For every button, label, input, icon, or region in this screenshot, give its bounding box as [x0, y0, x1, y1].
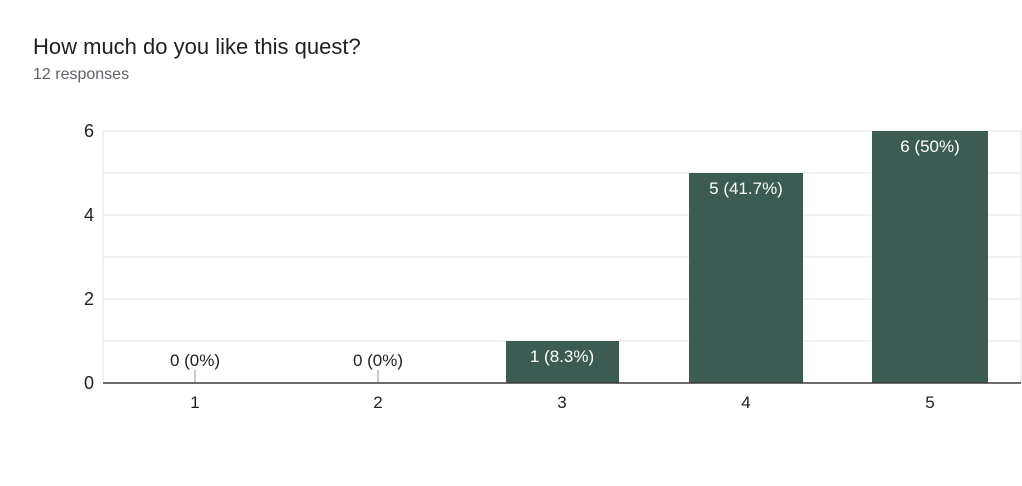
svg-text:1: 1 — [190, 393, 199, 410]
svg-text:2: 2 — [84, 289, 94, 309]
svg-text:2: 2 — [373, 393, 382, 410]
svg-text:4: 4 — [741, 393, 750, 410]
svg-text:0: 0 — [84, 373, 94, 393]
svg-text:5: 5 — [925, 393, 934, 410]
svg-text:3: 3 — [557, 393, 566, 410]
svg-text:0 (0%): 0 (0%) — [353, 351, 403, 370]
svg-text:0 (0%): 0 (0%) — [170, 351, 220, 370]
svg-text:1 (8.3%): 1 (8.3%) — [530, 347, 594, 366]
svg-text:6 (50%): 6 (50%) — [900, 137, 960, 156]
svg-text:5 (41.7%): 5 (41.7%) — [709, 179, 783, 198]
svg-text:6: 6 — [84, 121, 94, 141]
svg-text:4: 4 — [84, 205, 94, 225]
